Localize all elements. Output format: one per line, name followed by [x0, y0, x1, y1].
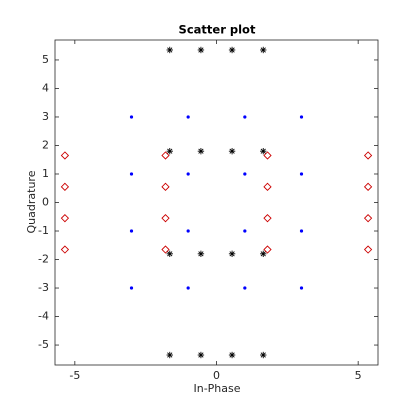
point	[263, 151, 272, 160]
chart-title: Scatter plot	[179, 23, 256, 37]
y-tick-label: 1	[42, 167, 49, 180]
point	[299, 286, 304, 290]
point	[166, 46, 173, 54]
y-tick-label: -1	[38, 224, 49, 237]
asterisk-stroke	[198, 352, 204, 358]
point	[161, 245, 170, 254]
y-tick-label: 3	[42, 110, 49, 123]
asterisk-stroke	[198, 251, 204, 257]
point	[161, 214, 170, 223]
point	[363, 151, 373, 160]
point	[161, 151, 170, 160]
point	[161, 182, 170, 191]
point	[129, 115, 134, 119]
point	[243, 115, 247, 119]
point	[197, 147, 205, 155]
point	[186, 286, 190, 290]
point	[228, 250, 236, 258]
point	[363, 245, 373, 254]
asterisk-stroke	[167, 352, 173, 358]
asterisk-stroke	[260, 352, 266, 358]
point	[299, 229, 304, 233]
point	[243, 172, 247, 176]
asterisk-stroke	[260, 251, 266, 257]
y-tick-label: 2	[42, 138, 49, 151]
point	[129, 286, 134, 290]
point	[243, 229, 247, 233]
x-tick-label: 5	[355, 369, 362, 382]
point	[299, 115, 304, 119]
point	[186, 229, 190, 233]
point	[197, 351, 205, 359]
point	[263, 245, 272, 254]
point	[363, 182, 373, 191]
asterisk-stroke	[167, 148, 173, 154]
plot-area	[54, 39, 379, 366]
asterisk-stroke	[260, 47, 266, 53]
asterisk-stroke	[229, 251, 235, 257]
point	[166, 147, 173, 155]
asterisk-stroke	[260, 148, 266, 154]
point	[186, 115, 190, 119]
point	[260, 250, 267, 258]
point	[197, 46, 205, 54]
point	[186, 172, 190, 176]
point	[129, 172, 134, 176]
point	[60, 214, 70, 223]
x-tick-label: -5	[69, 369, 80, 382]
point	[228, 46, 236, 54]
point	[260, 46, 267, 54]
y-tick-label: -4	[38, 310, 49, 323]
point	[299, 172, 304, 176]
asterisk-stroke	[229, 47, 235, 53]
point	[363, 214, 373, 223]
point	[263, 182, 272, 191]
y-tick-label: -2	[38, 253, 49, 266]
y-tick-label: 0	[42, 196, 49, 209]
asterisk-stroke	[229, 148, 235, 154]
asterisk-stroke	[198, 148, 204, 154]
point	[228, 147, 236, 155]
point	[243, 286, 247, 290]
point	[260, 351, 267, 359]
y-axis-label: Quadrature	[25, 170, 38, 233]
asterisk-stroke	[167, 47, 173, 53]
point	[197, 250, 205, 258]
point	[166, 250, 173, 258]
x-axis-label: In-Phase	[193, 382, 240, 395]
asterisk-stroke	[229, 352, 235, 358]
point	[263, 214, 272, 223]
x-tick-label: 0	[213, 369, 220, 382]
asterisk-stroke	[167, 251, 173, 257]
y-tick-label: 5	[42, 53, 49, 66]
point	[166, 351, 173, 359]
asterisk-stroke	[198, 47, 204, 53]
y-tick-label: 4	[42, 81, 49, 94]
point	[228, 351, 236, 359]
point	[60, 182, 70, 191]
point	[60, 245, 70, 254]
point	[129, 229, 134, 233]
point	[60, 151, 70, 160]
point	[260, 147, 267, 155]
y-tick-label: -5	[38, 338, 49, 351]
y-tick-label: -3	[38, 281, 49, 294]
